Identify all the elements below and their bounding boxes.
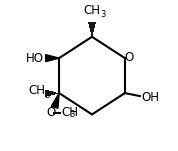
Polygon shape: [51, 93, 59, 108]
Text: CH: CH: [83, 4, 101, 17]
Text: 3: 3: [45, 91, 50, 100]
Text: O: O: [124, 51, 133, 64]
Text: 3: 3: [100, 10, 106, 19]
Text: CH: CH: [61, 106, 78, 119]
Text: OH: OH: [141, 91, 159, 104]
Polygon shape: [46, 55, 59, 62]
Text: CH: CH: [28, 84, 45, 97]
Text: 3: 3: [69, 110, 75, 119]
Text: O: O: [46, 106, 56, 119]
Text: HO: HO: [26, 52, 44, 65]
